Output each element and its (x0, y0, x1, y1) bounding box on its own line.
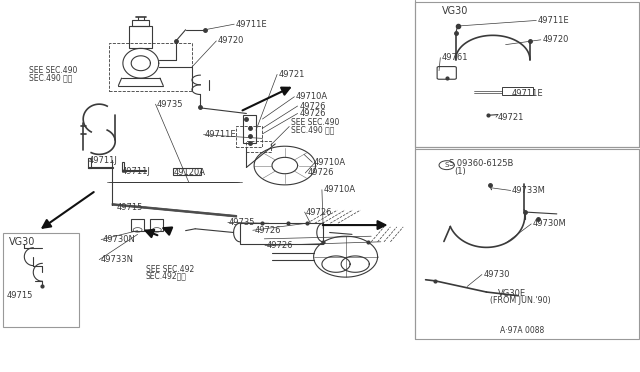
Text: 49120A: 49120A (174, 169, 206, 177)
Text: 49715: 49715 (117, 203, 143, 212)
Text: 49735: 49735 (229, 218, 255, 227)
Text: (FROM JUN.'90): (FROM JUN.'90) (490, 296, 551, 305)
Text: 49721: 49721 (278, 70, 305, 79)
Text: 49711J: 49711J (122, 167, 150, 176)
Text: 49730: 49730 (483, 270, 509, 279)
Text: 49721: 49721 (498, 113, 524, 122)
Text: VG30E: VG30E (498, 289, 526, 298)
Text: (1): (1) (454, 167, 466, 176)
Bar (246, 141, 271, 152)
Text: 49720: 49720 (218, 36, 244, 45)
Text: SEE SEC.492: SEE SEC.492 (146, 265, 194, 274)
Text: 49711J: 49711J (88, 156, 117, 165)
Text: 49715: 49715 (6, 291, 33, 300)
Text: A·97A 0088: A·97A 0088 (500, 326, 545, 335)
Text: VG30: VG30 (442, 6, 468, 16)
Bar (131, 219, 144, 231)
Bar (129, 26, 152, 48)
Text: SEC.490 参照: SEC.490 参照 (291, 125, 335, 134)
Text: SEC.490 参照: SEC.490 参照 (29, 74, 72, 83)
Text: 49726: 49726 (300, 102, 326, 110)
Bar (243, 115, 256, 143)
Bar (122, 170, 146, 171)
Text: 49710A: 49710A (296, 92, 328, 101)
Bar (132, 20, 149, 26)
Bar (415, 149, 639, 339)
Text: 49761: 49761 (442, 53, 468, 62)
Text: 49735: 49735 (157, 100, 183, 109)
Bar (173, 168, 201, 175)
Bar (240, 223, 323, 244)
Text: 49720: 49720 (543, 35, 569, 44)
Text: 49711E: 49711E (538, 16, 569, 25)
Text: 49730M: 49730M (532, 219, 566, 228)
Text: S: S (445, 162, 449, 168)
Text: S 09360-6125B: S 09360-6125B (449, 159, 514, 168)
Text: 49711E: 49711E (236, 20, 267, 29)
Text: 49711E: 49711E (205, 130, 236, 139)
Bar (88, 158, 91, 168)
Bar (502, 87, 533, 95)
Text: 49726: 49726 (255, 226, 281, 235)
Text: SEE SEC.490: SEE SEC.490 (291, 118, 340, 127)
Text: 49730N: 49730N (102, 235, 135, 244)
Bar (415, 2, 639, 147)
Text: 49710A: 49710A (323, 185, 355, 194)
Bar (150, 219, 163, 231)
Bar (122, 162, 124, 171)
Text: 49711E: 49711E (512, 89, 543, 98)
Text: 49726: 49726 (306, 208, 332, 217)
Bar (109, 43, 192, 91)
Text: 49726: 49726 (307, 169, 333, 177)
Text: SEE SEC.490: SEE SEC.490 (29, 66, 77, 75)
Text: 49733N: 49733N (101, 255, 134, 264)
Text: 49726: 49726 (266, 241, 292, 250)
Bar (236, 126, 262, 147)
Text: VG30: VG30 (9, 237, 35, 247)
Text: SEC.492参照: SEC.492参照 (146, 272, 187, 280)
Text: 49726: 49726 (300, 109, 326, 118)
Text: 49710A: 49710A (314, 158, 346, 167)
Bar (3, 232, 79, 327)
Bar (88, 167, 113, 168)
Text: 49733M: 49733M (512, 186, 546, 195)
